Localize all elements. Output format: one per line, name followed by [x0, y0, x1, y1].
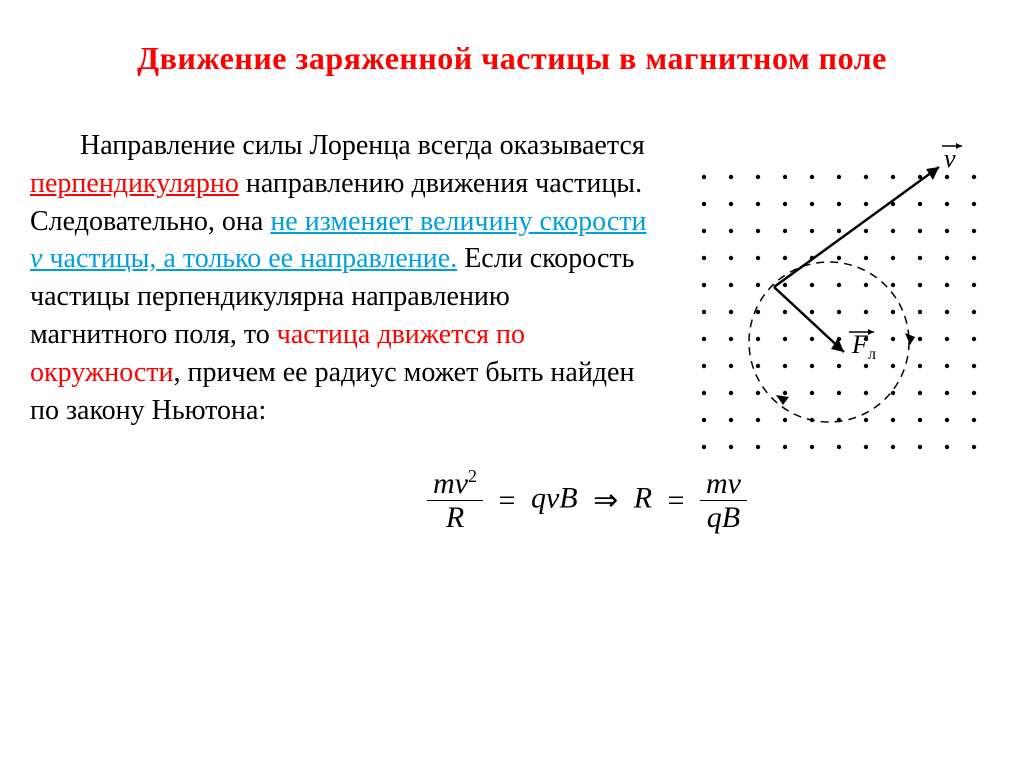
fraction-left: mv2 R — [427, 467, 483, 534]
equals-1: = — [499, 484, 516, 518]
frac-den-2: qB — [700, 501, 747, 534]
formula: mv2 R = qvB ⇒ R = mv qB — [30, 467, 994, 534]
R-symbol: R — [634, 481, 652, 514]
v-label: v — [944, 144, 956, 173]
slide-title: Движение заряженной частицы в магнитном … — [30, 40, 994, 77]
frac-num-2: mv — [700, 467, 747, 501]
diagram: v F л — [684, 137, 994, 457]
trajectory-arrowhead-icon — [776, 395, 789, 405]
f-subscript: л — [868, 346, 876, 363]
equals-2: = — [668, 484, 685, 518]
rhs-1: qvB — [531, 481, 578, 514]
trajectory-arrowhead-icon-2 — [905, 333, 915, 345]
trajectory-circle — [749, 262, 909, 422]
frac-den-1: R — [427, 501, 483, 534]
force-vector: F л — [774, 287, 876, 363]
velocity-vector: v — [774, 143, 962, 287]
implies: ⇒ — [593, 483, 618, 518]
body-text: Направление силы Лоренца всегда оказывае… — [30, 127, 654, 429]
dot-grid — [702, 175, 976, 449]
fraction-right: mv qB — [700, 467, 747, 534]
frac-num-1: mv — [433, 467, 468, 500]
text-part-1: Направление силы Лоренца всегда оказывае… — [80, 130, 645, 161]
slide: Движение заряженной частицы в магнитном … — [0, 0, 1024, 564]
field-diagram-svg: v F л — [684, 137, 994, 457]
content-row: Направление силы Лоренца всегда оказывае… — [30, 127, 994, 457]
f-label: F — [851, 330, 869, 359]
emphasis-red-perpendicular: перпендикулярно — [30, 168, 239, 199]
